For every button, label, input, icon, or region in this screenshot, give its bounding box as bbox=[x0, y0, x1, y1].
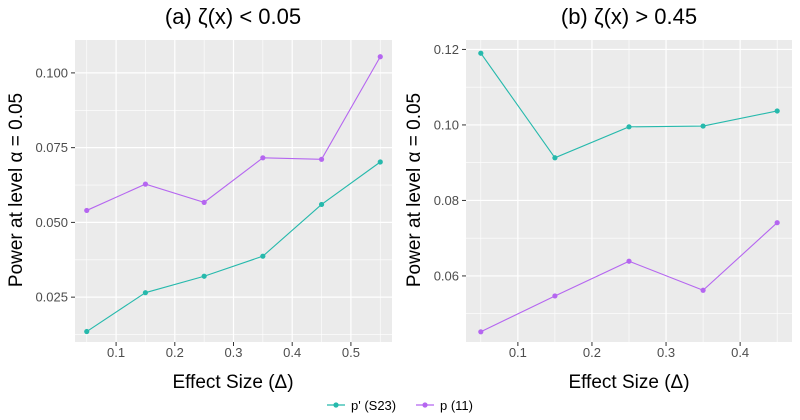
panel-b-series-purple-point bbox=[700, 287, 706, 293]
legend: p' (S23) p (11) bbox=[327, 398, 473, 413]
panel-b-series-teal-point bbox=[478, 50, 484, 56]
panel-b-x-tick-label: 0.3 bbox=[657, 345, 675, 360]
panel-a-x-tick-label: 0.3 bbox=[224, 345, 242, 360]
panel-b-series-purple-point bbox=[774, 220, 780, 226]
legend-teal-swatch-point bbox=[333, 402, 339, 408]
panel-b-series-teal-point bbox=[626, 124, 632, 130]
panel-b-series-teal-point bbox=[774, 108, 780, 114]
panel-b-y-tick-label: 0.12 bbox=[434, 42, 459, 57]
panel-b-y-tick-label: 0.08 bbox=[434, 193, 459, 208]
panel-b-series-teal-point bbox=[552, 155, 558, 161]
panel-a-title: (a) ζ(x) < 0.05 bbox=[165, 4, 301, 29]
legend-teal-label: p' (S23) bbox=[351, 398, 396, 413]
panel-a: (a) ζ(x) < 0.05 Power at level α = 0.05 … bbox=[6, 4, 392, 393]
panel-a-series-teal-point bbox=[201, 273, 207, 279]
panel-b-series-teal-point bbox=[700, 123, 706, 129]
panel-a-series-purple-point bbox=[377, 54, 383, 60]
panel-b: (b) ζ(x) > 0.45 Power at level α = 0.05 … bbox=[404, 4, 792, 393]
panel-a-series-purple-point bbox=[142, 181, 149, 187]
legend-purple-swatch-point bbox=[422, 402, 428, 408]
panel-a-x-tick-label: 0.1 bbox=[107, 345, 125, 360]
panel-a-series-purple-point bbox=[84, 207, 90, 214]
panel-a-series-purple-point bbox=[201, 199, 207, 205]
panel-b-series-purple-point bbox=[478, 329, 484, 335]
panel-b-x-tick-label: 0.1 bbox=[509, 345, 527, 360]
panel-a-y-tick-label: 0.075 bbox=[35, 140, 68, 155]
panel-a-y-tick-label: 0.025 bbox=[35, 290, 68, 305]
panel-a-y-tick-label: 0.050 bbox=[35, 215, 68, 230]
panel-a-series-teal-point bbox=[84, 328, 90, 335]
panel-b-y-tick-label: 0.06 bbox=[434, 268, 459, 283]
panel-a-x-tick-label: 0.5 bbox=[342, 345, 360, 360]
panel-a-series-purple-line bbox=[86, 56, 381, 211]
panel-a-x-tick-label: 0.2 bbox=[166, 345, 184, 360]
panel-b-x-axis-label: Effect Size (Δ) bbox=[568, 372, 689, 393]
panel-b-x-tick-label: 0.4 bbox=[731, 345, 749, 360]
panel-a-series-teal-point bbox=[377, 159, 383, 165]
panel-a-series-teal-point bbox=[318, 201, 325, 208]
panel-b-y-axis-label: Power at level α = 0.05 bbox=[404, 93, 425, 287]
panel-b-x-tick-label: 0.2 bbox=[583, 345, 601, 360]
panel-a-x-axis-label: Effect Size (Δ) bbox=[172, 372, 293, 393]
panel-b-series-purple-point bbox=[626, 258, 632, 264]
panel-b-series-purple-point bbox=[552, 293, 558, 299]
panel-a-y-axis-label: Power at level α = 0.05 bbox=[6, 93, 27, 287]
panel-a-y-tick-label: 0.100 bbox=[35, 65, 68, 80]
panel-a-series-teal-line bbox=[86, 161, 381, 332]
panel-a-series-teal-point bbox=[142, 290, 149, 296]
panel-b-title: (b) ζ(x) > 0.45 bbox=[561, 4, 697, 29]
panel-a-x-tick-label: 0.4 bbox=[283, 345, 301, 360]
legend-purple-label: p (11) bbox=[440, 398, 473, 413]
panel-a-series-purple-point bbox=[318, 156, 325, 162]
panel-a-series-purple-point bbox=[260, 155, 266, 161]
panel-a-series-teal-point bbox=[260, 253, 266, 259]
panel-b-y-tick-label: 0.10 bbox=[434, 117, 459, 132]
